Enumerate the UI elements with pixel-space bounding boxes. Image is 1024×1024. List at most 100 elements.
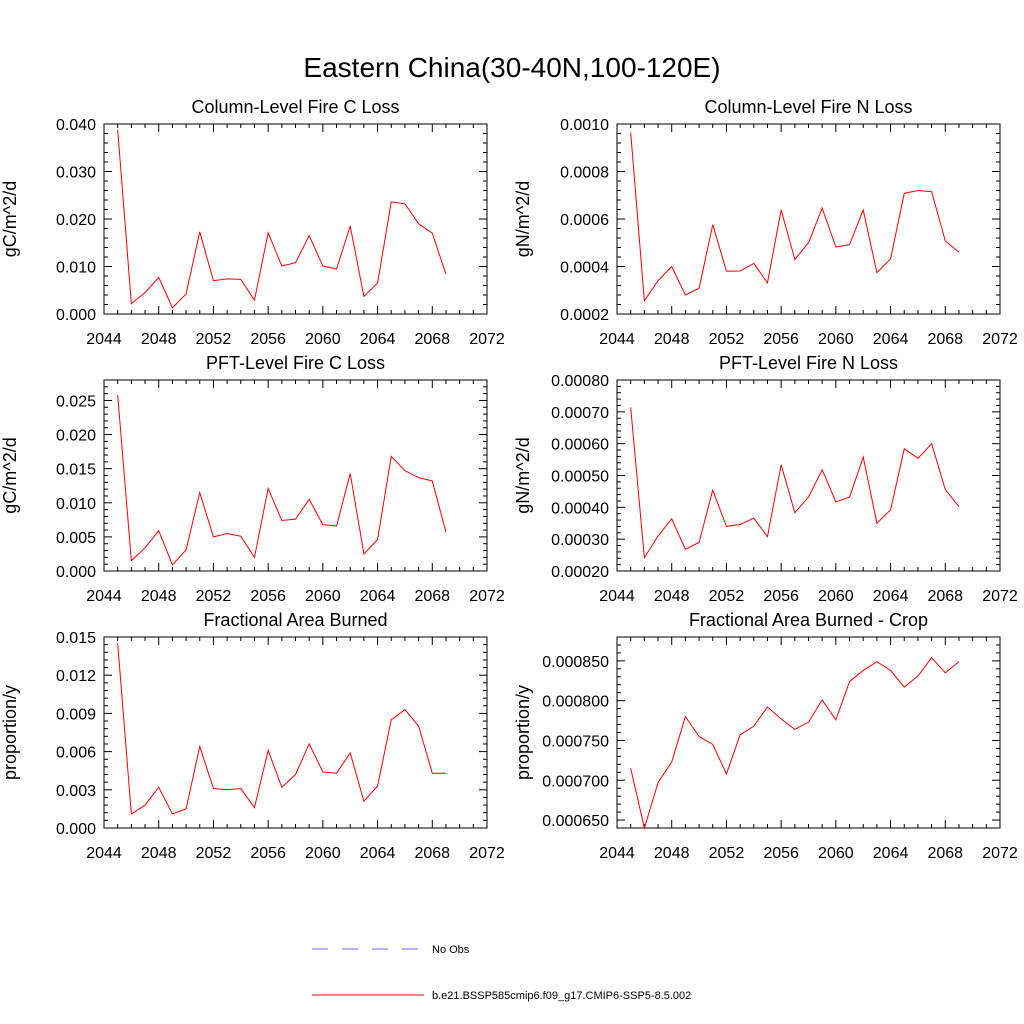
panel-3: 2044 2048 2052 2056 2060 2064 2068 2072 0.000 0.0… [0, 353, 505, 605]
y-tick-label: 0.0004 [560, 260, 609, 277]
x-tick-label: 2068 [414, 331, 450, 348]
legend-label-model: b.e21.BSSP585cmip6.f09_g17.CMIP6-SSP5-8.… [432, 990, 691, 1002]
panel-5: 2044 2048 2052 2056 2060 2064 2068 2072 0.000 0.0… [0, 610, 505, 862]
x-tick-label: 2044 [599, 331, 635, 348]
y-axis-label: gN/m^2/d [513, 181, 533, 257]
x-tick-label: 2060 [305, 331, 341, 348]
y-tick-label: 0.00060 [551, 437, 609, 454]
series-line [630, 132, 960, 303]
y-tick-label: 0.000750 [542, 733, 609, 750]
plot-frame [103, 636, 488, 829]
y-tick-label: 0.000 [56, 821, 96, 838]
x-tick-label: 2060 [305, 845, 341, 862]
y-tick-label: 0.030 [56, 165, 96, 182]
x-tick-label: 2060 [818, 588, 854, 605]
x-tick-label: 2060 [818, 331, 854, 348]
plot-frame [616, 636, 1001, 829]
series-line [117, 394, 447, 566]
x-tick-label: 2068 [414, 845, 450, 862]
y-tick-label: 0.000650 [542, 813, 609, 830]
x-tick-label: 2056 [250, 845, 286, 862]
y-tick-label: 0.009 [56, 706, 96, 723]
x-tick-label: 2048 [141, 331, 177, 348]
x-tick-label: 2060 [818, 845, 854, 862]
legend: No Obs b.e21.BSSP585cmip6.f09_g17.CMIP6-… [312, 944, 691, 1002]
panel-title: Column-Level Fire C Loss [191, 97, 399, 117]
x-tick-label: 2044 [599, 588, 635, 605]
panel-4: 2044 2048 2052 2056 2060 2064 2068 2072 0.00020 0… [513, 353, 1018, 605]
x-tick-label: 2068 [414, 588, 450, 605]
x-tick-label: 2044 [86, 845, 122, 862]
panel-1: 2044 2048 2052 2056 2060 2064 2068 2072 0.000 0.0… [0, 97, 505, 348]
x-tick-label: 2064 [873, 588, 909, 605]
x-tick-label: 2056 [250, 588, 286, 605]
plot-frame [103, 123, 488, 315]
x-tick-label: 2068 [927, 845, 963, 862]
panel-title: PFT-Level Fire N Loss [719, 353, 898, 373]
y-axis-label: proportion/y [0, 685, 20, 780]
y-tick-label: 0.015 [56, 462, 96, 479]
y-tick-label: 0.025 [56, 393, 96, 410]
y-tick-label: 0.010 [56, 260, 96, 277]
x-tick-label: 2060 [305, 588, 341, 605]
x-tick-label: 2052 [709, 588, 745, 605]
x-tick-label: 2064 [360, 331, 396, 348]
plot-frame [616, 379, 1001, 572]
legend-label-obs: No Obs [432, 944, 470, 956]
y-axis-label: gC/m^2/d [0, 437, 20, 513]
x-tick-label: 2056 [763, 845, 799, 862]
x-tick-label: 2052 [196, 588, 232, 605]
x-tick-label: 2048 [654, 331, 690, 348]
x-tick-label: 2048 [141, 588, 177, 605]
y-tick-label: 0.0002 [560, 307, 609, 324]
x-tick-label: 2072 [982, 845, 1018, 862]
y-tick-label: 0.000800 [542, 694, 609, 711]
x-tick-label: 2064 [873, 331, 909, 348]
panel-title: PFT-Level Fire C Loss [206, 353, 385, 373]
x-tick-label: 2056 [250, 331, 286, 348]
x-tick-label: 2048 [654, 845, 690, 862]
y-axis-label: gN/m^2/d [513, 437, 533, 513]
y-tick-label: 0.020 [56, 428, 96, 445]
panel-title: Column-Level Fire N Loss [704, 97, 912, 117]
y-tick-label: 0.0008 [560, 165, 609, 182]
y-tick-label: 0.015 [56, 630, 96, 647]
x-tick-label: 2064 [360, 845, 396, 862]
x-tick-label: 2044 [86, 331, 122, 348]
series-line [630, 656, 960, 830]
x-tick-label: 2072 [982, 588, 1018, 605]
x-tick-label: 2048 [141, 845, 177, 862]
y-tick-label: 0.005 [56, 530, 96, 547]
plot-frame [616, 123, 1001, 315]
y-tick-label: 0.012 [56, 668, 96, 685]
y-tick-label: 0.040 [56, 117, 96, 134]
x-tick-label: 2052 [196, 331, 232, 348]
y-tick-label: 0.010 [56, 496, 96, 513]
panels: 2044 2048 2052 2056 2060 2064 2068 2072 0.000 0.0… [0, 97, 1018, 862]
x-tick-label: 2068 [927, 588, 963, 605]
y-tick-label: 0.000700 [542, 773, 609, 790]
y-tick-label: 0.00030 [551, 532, 609, 549]
x-tick-label: 2064 [360, 588, 396, 605]
y-tick-label: 0.000 [56, 564, 96, 581]
y-tick-label: 0.00070 [551, 405, 609, 422]
y-tick-label: 0.000850 [542, 654, 609, 671]
y-tick-label: 0.000 [56, 307, 96, 324]
series-line [117, 643, 446, 815]
y-tick-label: 0.020 [56, 212, 96, 229]
x-tick-label: 2056 [763, 331, 799, 348]
x-tick-label: 2056 [763, 588, 799, 605]
panel-title: Fractional Area Burned - Crop [689, 610, 928, 630]
y-axis-label: proportion/y [513, 685, 533, 780]
figure-title: Eastern China(30-40N,100-120E) [303, 52, 720, 83]
y-tick-label: 0.00040 [551, 500, 609, 517]
y-tick-label: 0.00080 [551, 373, 609, 390]
y-tick-label: 0.003 [56, 783, 96, 800]
x-tick-label: 2064 [873, 845, 909, 862]
x-tick-label: 2052 [709, 331, 745, 348]
plot-frame [103, 379, 488, 572]
x-tick-label: 2072 [469, 588, 505, 605]
x-tick-label: 2052 [709, 845, 745, 862]
x-tick-label: 2052 [196, 845, 232, 862]
x-tick-label: 2072 [469, 331, 505, 348]
